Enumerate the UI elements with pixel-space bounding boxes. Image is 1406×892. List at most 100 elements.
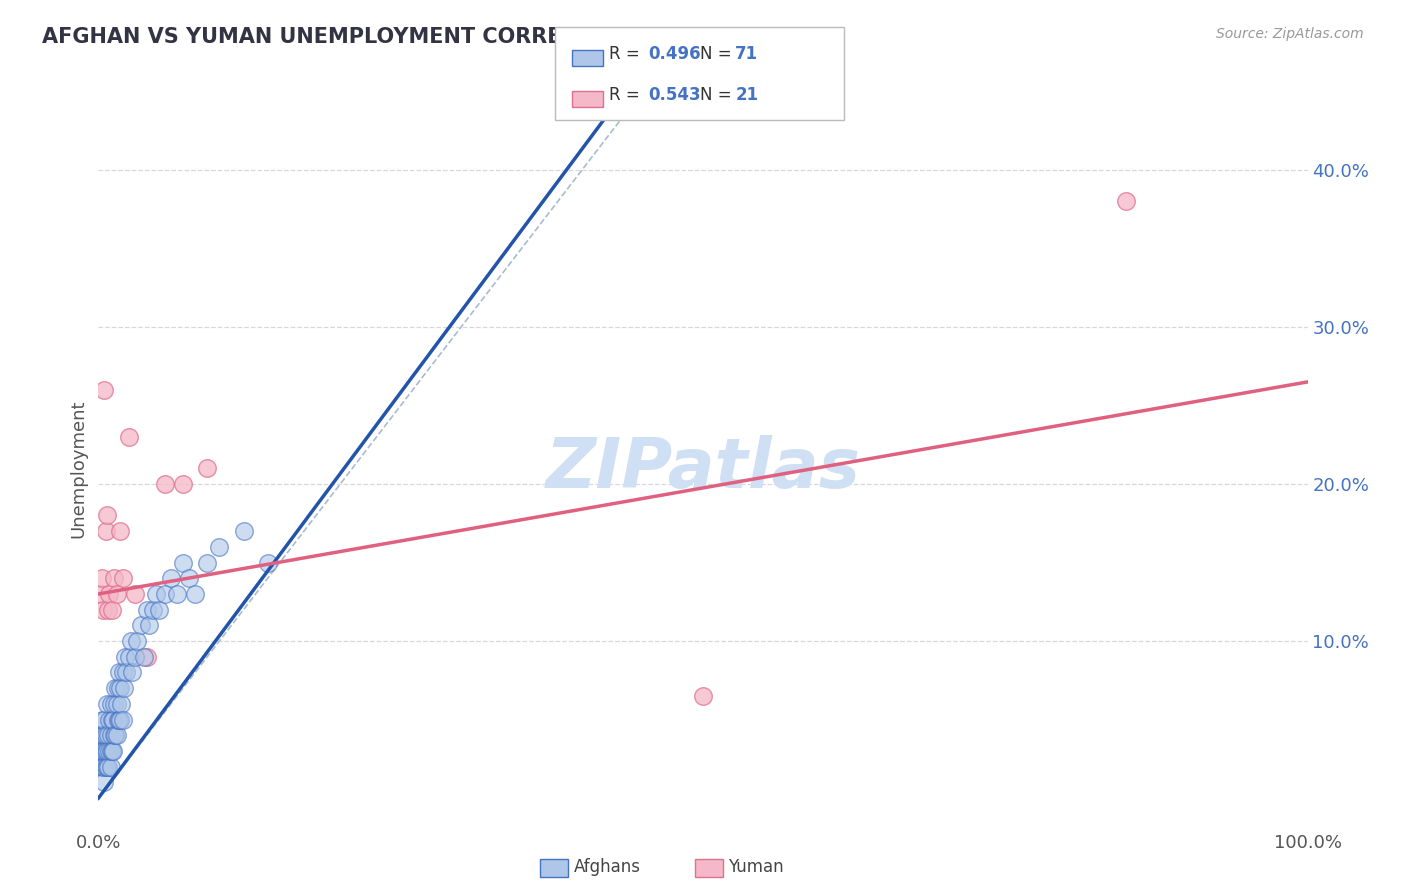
Text: ZIPatlas: ZIPatlas bbox=[546, 434, 860, 502]
Point bbox=[97, 602, 120, 616]
Point bbox=[115, 665, 138, 680]
Point bbox=[93, 728, 115, 742]
Point bbox=[94, 744, 117, 758]
Point bbox=[118, 430, 141, 444]
Point bbox=[98, 744, 121, 758]
Point bbox=[129, 618, 152, 632]
Point bbox=[108, 524, 131, 538]
Point bbox=[100, 760, 122, 774]
Point bbox=[98, 713, 121, 727]
Point bbox=[90, 744, 112, 758]
Point bbox=[93, 760, 115, 774]
Point bbox=[101, 713, 124, 727]
Point bbox=[111, 571, 134, 585]
Point bbox=[107, 681, 129, 696]
Point bbox=[111, 665, 134, 680]
Point bbox=[91, 728, 114, 742]
Point bbox=[145, 587, 167, 601]
Point bbox=[114, 649, 136, 664]
Point bbox=[93, 744, 115, 758]
Point bbox=[93, 713, 115, 727]
Point bbox=[100, 744, 122, 758]
Point bbox=[97, 760, 120, 774]
Point bbox=[108, 681, 131, 696]
Point bbox=[172, 556, 194, 570]
Point bbox=[166, 587, 188, 601]
Point bbox=[91, 760, 114, 774]
Point bbox=[1115, 194, 1137, 209]
Point bbox=[94, 728, 117, 742]
Point bbox=[93, 775, 115, 789]
Point bbox=[91, 602, 114, 616]
Point bbox=[118, 649, 141, 664]
Point bbox=[108, 713, 131, 727]
Point bbox=[105, 697, 128, 711]
Point bbox=[104, 728, 127, 742]
Point bbox=[107, 713, 129, 727]
Point bbox=[91, 760, 114, 774]
Point bbox=[110, 697, 132, 711]
Point bbox=[100, 697, 122, 711]
Point bbox=[153, 477, 176, 491]
Point bbox=[94, 524, 117, 538]
Point bbox=[148, 602, 170, 616]
Point bbox=[91, 744, 114, 758]
Text: Source: ZipAtlas.com: Source: ZipAtlas.com bbox=[1216, 27, 1364, 41]
Point bbox=[98, 587, 121, 601]
Point bbox=[105, 728, 128, 742]
Point bbox=[96, 508, 118, 523]
Point bbox=[100, 744, 122, 758]
Point bbox=[172, 477, 194, 491]
Text: Yuman: Yuman bbox=[728, 858, 785, 876]
Point bbox=[124, 649, 146, 664]
Point bbox=[120, 634, 142, 648]
Point bbox=[104, 681, 127, 696]
Text: 71: 71 bbox=[735, 45, 758, 63]
Point bbox=[208, 540, 231, 554]
Point bbox=[179, 571, 201, 585]
Point bbox=[160, 571, 183, 585]
Text: N =: N = bbox=[700, 45, 737, 63]
Point bbox=[94, 760, 117, 774]
Point bbox=[91, 744, 114, 758]
Point bbox=[90, 587, 112, 601]
Point bbox=[195, 461, 218, 475]
Text: R =: R = bbox=[609, 86, 645, 104]
Point bbox=[256, 556, 278, 570]
Point bbox=[138, 618, 160, 632]
Point bbox=[103, 697, 125, 711]
Point bbox=[101, 744, 124, 758]
Point bbox=[692, 689, 714, 703]
Point bbox=[91, 571, 114, 585]
Text: R =: R = bbox=[609, 45, 645, 63]
Point bbox=[112, 681, 135, 696]
Point bbox=[103, 728, 125, 742]
Text: N =: N = bbox=[700, 86, 737, 104]
Point bbox=[135, 602, 157, 616]
Point bbox=[195, 556, 218, 570]
Point bbox=[121, 665, 143, 680]
Point bbox=[135, 649, 157, 664]
Point bbox=[103, 571, 125, 585]
Point bbox=[93, 383, 115, 397]
Point bbox=[124, 587, 146, 601]
Y-axis label: Unemployment: Unemployment bbox=[69, 399, 87, 538]
Point bbox=[108, 665, 131, 680]
Point bbox=[91, 713, 114, 727]
Point bbox=[96, 760, 118, 774]
Point bbox=[153, 587, 176, 601]
Text: 0.543: 0.543 bbox=[648, 86, 700, 104]
Point bbox=[142, 602, 165, 616]
Point bbox=[100, 728, 122, 742]
Point bbox=[232, 524, 254, 538]
Point bbox=[100, 713, 122, 727]
Point bbox=[105, 587, 128, 601]
Point bbox=[96, 697, 118, 711]
Point bbox=[90, 728, 112, 742]
Point bbox=[97, 728, 120, 742]
Point bbox=[96, 744, 118, 758]
Text: 0.496: 0.496 bbox=[648, 45, 700, 63]
Point bbox=[127, 634, 149, 648]
Point bbox=[111, 713, 134, 727]
Point bbox=[134, 649, 156, 664]
